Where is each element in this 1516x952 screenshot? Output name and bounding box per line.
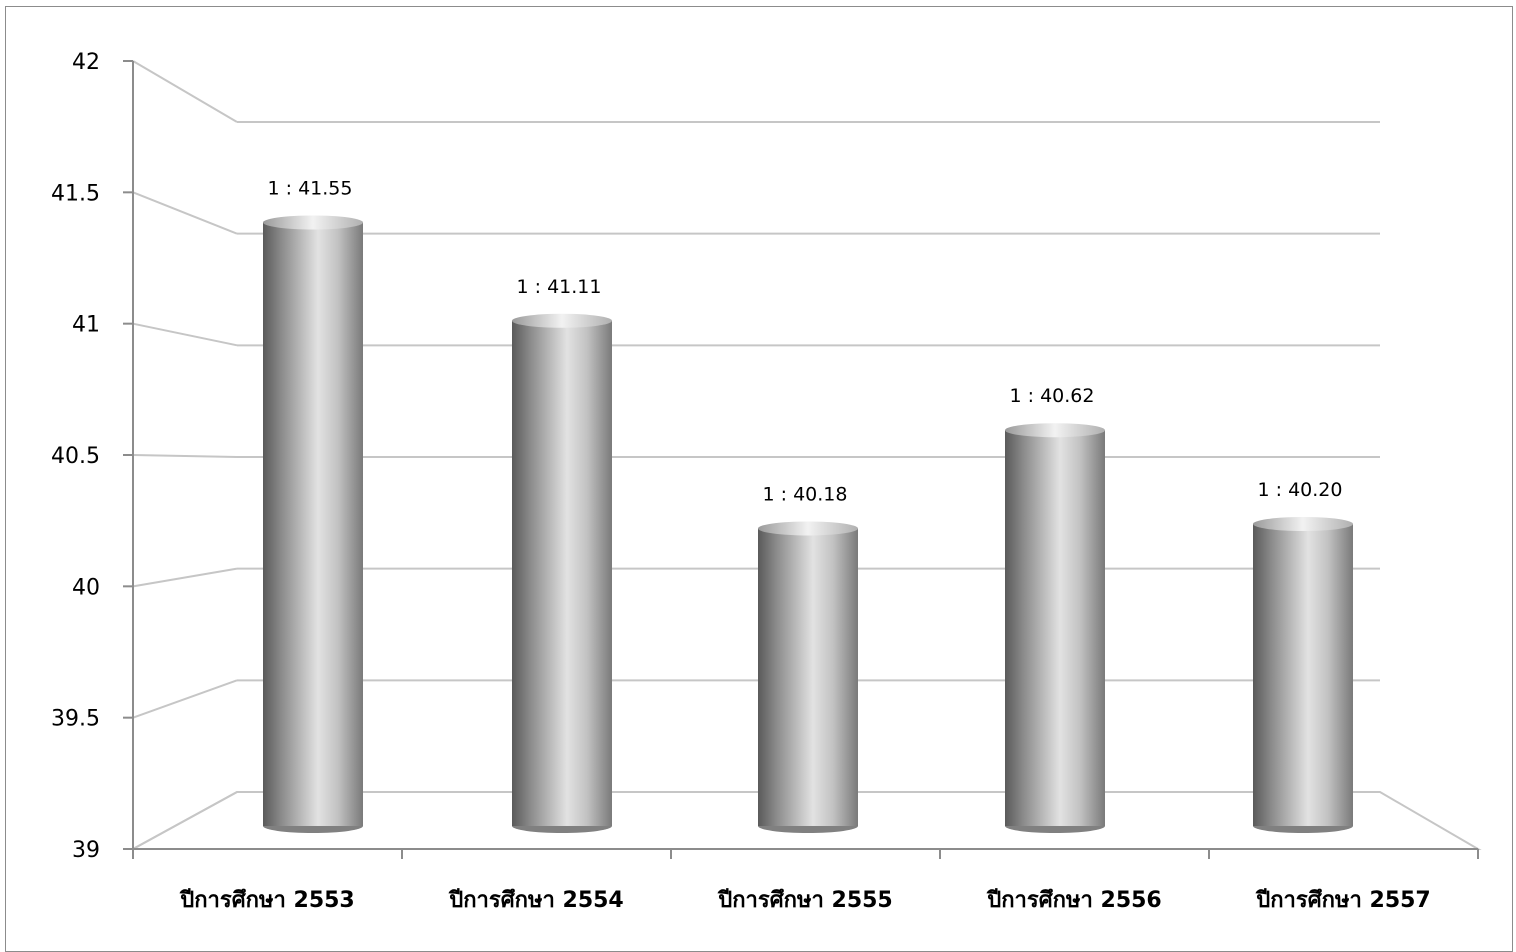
side-gridline: [132, 791, 238, 850]
bar-body: [1253, 524, 1353, 826]
bar-cap: [512, 313, 612, 328]
x-category-label: ปีการศึกษา 2554: [448, 888, 624, 913]
y-tick-label: 40: [72, 575, 100, 600]
side-gridline: [132, 191, 238, 235]
y-tick-label: 39.5: [51, 707, 100, 732]
bar-ปีการศึกษา 2554[interactable]: [512, 313, 612, 833]
bar-cap: [1253, 517, 1353, 531]
bar-ปีการศึกษา 2557[interactable]: [1253, 517, 1353, 833]
y-tick-label: 39: [72, 838, 100, 863]
data-label: 1 : 41.11: [517, 276, 602, 298]
bar-ปีการศึกษา 2555[interactable]: [758, 521, 858, 833]
bar-cap: [1005, 423, 1105, 438]
y-tick-label: 42: [72, 50, 100, 75]
x-category-label: ปีการศึกษา 2557: [1255, 888, 1431, 913]
bar-body: [512, 320, 612, 826]
y-tick-label: 41.5: [51, 181, 100, 206]
chart-bars: [263, 215, 1353, 834]
side-gridline: [132, 322, 238, 347]
x-category-label: ปีการศึกษา 2556: [986, 888, 1162, 913]
bar-cap: [758, 521, 858, 536]
data-label: 1 : 40.20: [1258, 479, 1343, 501]
side-gridline: [132, 567, 238, 588]
bar-cap: [263, 215, 363, 230]
side-gridline: [132, 454, 238, 458]
bar-body: [758, 528, 858, 826]
side-gridline: [132, 679, 238, 719]
bar-body: [1005, 430, 1105, 826]
chart-labels: 39 39.5 40 40.5 41 41.5 42 1 : 41.55 ปีการศึกษา …: [51, 50, 1431, 913]
bar-ปีการศึกษา 2553[interactable]: [263, 215, 363, 834]
bar-body: [263, 222, 363, 826]
chart-axes: [123, 60, 1479, 859]
side-gridline: [132, 60, 238, 123]
y-tick-label: 40.5: [51, 444, 100, 469]
bar-ปีการศึกษา 2556[interactable]: [1005, 423, 1105, 833]
data-label: 1 : 40.18: [763, 483, 848, 505]
data-label: 1 : 40.62: [1010, 385, 1095, 407]
x-category-label: ปีการศึกษา 2555: [717, 888, 893, 913]
data-label: 1 : 41.55: [268, 178, 353, 200]
y-tick-label: 41: [72, 313, 100, 338]
x-category-label: ปีการศึกษา 2553: [179, 888, 355, 913]
